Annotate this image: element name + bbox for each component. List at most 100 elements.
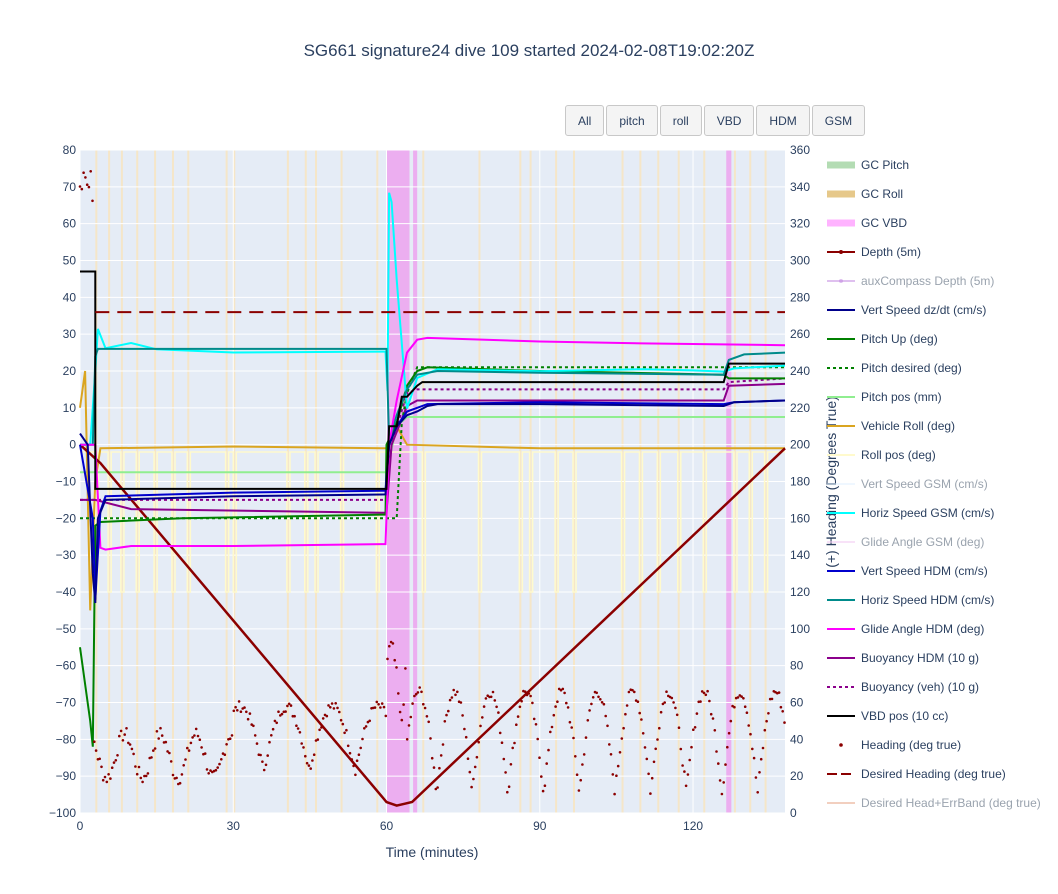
- heading-marker: [777, 691, 781, 694]
- legend-item[interactable]: Heading (deg true): [839, 738, 961, 752]
- heading-marker: [742, 697, 745, 700]
- heading-marker: [529, 694, 532, 698]
- heading-marker: [430, 756, 434, 760]
- heading-marker: [203, 752, 207, 755]
- heading-marker: [459, 701, 463, 704]
- legend-item[interactable]: Glide Angle GSM (deg): [827, 535, 984, 549]
- heading-marker: [429, 737, 432, 740]
- y2-tick-label: 340: [790, 180, 810, 194]
- legend-item[interactable]: VBD pos (10 cc): [827, 709, 948, 723]
- heading-marker: [207, 772, 210, 775]
- heading-marker: [186, 746, 189, 750]
- heading-marker: [756, 791, 759, 794]
- legend-item[interactable]: GC VBD: [827, 216, 907, 230]
- pitch-button[interactable]: pitch: [606, 105, 658, 136]
- legend-item[interactable]: GC Roll: [827, 187, 903, 201]
- heading-marker: [182, 764, 185, 767]
- heading-marker: [271, 727, 275, 731]
- heading-marker: [688, 758, 691, 762]
- heading-marker: [184, 758, 187, 761]
- heading-marker: [622, 726, 625, 730]
- heading-marker: [236, 709, 239, 712]
- heading-marker: [584, 736, 588, 739]
- heading-marker: [171, 773, 175, 777]
- legend-item[interactable]: Horiz Speed HDM (cm/s): [827, 593, 994, 607]
- heading-marker: [681, 764, 684, 767]
- heading-marker: [277, 710, 280, 713]
- legend-label: Vert Speed HDM (cm/s): [861, 564, 988, 578]
- legend-item[interactable]: Depth (5m): [827, 245, 921, 259]
- heading-marker: [574, 755, 577, 758]
- legend-item[interactable]: Pitch desired (deg): [827, 361, 962, 375]
- heading-marker: [516, 715, 520, 718]
- heading-marker: [683, 770, 686, 773]
- heading-marker: [690, 745, 693, 749]
- axis-ticks: 80706050403020100−10−20−30−40−50−60−70−8…: [49, 143, 810, 833]
- heading-marker: [321, 717, 325, 720]
- legend-item[interactable]: Vert Speed HDM (cm/s): [827, 564, 988, 578]
- vbd-button[interactable]: VBD: [703, 105, 755, 136]
- x-axis-label: Time (minutes): [386, 844, 479, 860]
- heading-marker: [609, 753, 613, 756]
- legend-item[interactable]: Vehicle Roll (deg): [827, 419, 955, 433]
- heading-marker: [101, 778, 105, 782]
- heading-marker: [82, 171, 85, 174]
- heading-marker: [275, 721, 279, 725]
- heading-marker: [327, 704, 330, 707]
- trace-group-buttons: All pitch roll VBD HDM GSM: [565, 105, 867, 138]
- heading-marker: [454, 693, 457, 697]
- heading-marker: [513, 741, 516, 745]
- heading-marker: [332, 707, 336, 710]
- heading-marker: [352, 764, 355, 768]
- heading-marker: [266, 754, 270, 757]
- heading-marker: [702, 691, 706, 695]
- heading-marker: [259, 753, 262, 757]
- heading-marker: [616, 764, 620, 768]
- legend-item[interactable]: Pitch pos (mm): [827, 390, 942, 404]
- heading-marker: [289, 704, 293, 707]
- heading-marker: [198, 738, 202, 741]
- x-tick-label: 0: [77, 819, 84, 833]
- all-button[interactable]: All: [565, 105, 605, 136]
- legend-item[interactable]: Vert Speed GSM (cm/s): [827, 477, 988, 491]
- roll-button[interactable]: roll: [659, 105, 702, 136]
- hdm-button[interactable]: HDM: [756, 105, 810, 136]
- heading-marker: [566, 706, 570, 709]
- heading-marker: [80, 187, 84, 191]
- heading-marker: [743, 705, 747, 708]
- y-tick-label: 70: [63, 180, 77, 194]
- heading-marker: [439, 754, 443, 757]
- heading-marker: [357, 753, 361, 756]
- heading-marker: [715, 750, 718, 753]
- legend-item[interactable]: Desired Heading (deg true): [827, 767, 1006, 781]
- legend-item[interactable]: Roll pos (deg): [827, 448, 936, 462]
- y2-tick-label: 360: [790, 143, 810, 157]
- series-pitch-up-deg-: [79, 366, 785, 747]
- heading-marker: [463, 727, 466, 731]
- heading-marker: [581, 763, 584, 766]
- heading-marker: [758, 771, 761, 774]
- y2-tick-label: 40: [790, 732, 804, 746]
- heading-marker: [94, 749, 98, 752]
- legend-item[interactable]: Desired Head+ErrBand (deg true): [827, 796, 1041, 810]
- heading-marker: [511, 746, 514, 750]
- heading-marker: [445, 713, 448, 717]
- legend-item[interactable]: Buoyancy (veh) (10 g): [827, 680, 979, 694]
- y2-tick-label: 80: [790, 659, 804, 673]
- heading-marker: [293, 714, 296, 718]
- legend-item[interactable]: Pitch Up (deg): [827, 332, 938, 346]
- heading-marker: [363, 727, 366, 730]
- heading-marker: [684, 784, 688, 788]
- legend-item[interactable]: Horiz Speed GSM (cm/s): [827, 506, 994, 520]
- legend-item[interactable]: Vert Speed dz/dt (cm/s): [827, 303, 986, 317]
- heading-marker: [329, 706, 332, 709]
- legend-item[interactable]: auxCompass Depth (5m): [827, 274, 994, 288]
- gsm-button[interactable]: GSM: [811, 105, 866, 136]
- heading-marker: [350, 758, 354, 761]
- legend-item[interactable]: Buoyancy HDM (10 g): [827, 651, 979, 665]
- heading-marker: [304, 754, 307, 758]
- heading-marker: [654, 747, 657, 751]
- legend-item[interactable]: Glide Angle HDM (deg): [827, 622, 984, 636]
- legend-item[interactable]: GC Pitch: [827, 158, 909, 172]
